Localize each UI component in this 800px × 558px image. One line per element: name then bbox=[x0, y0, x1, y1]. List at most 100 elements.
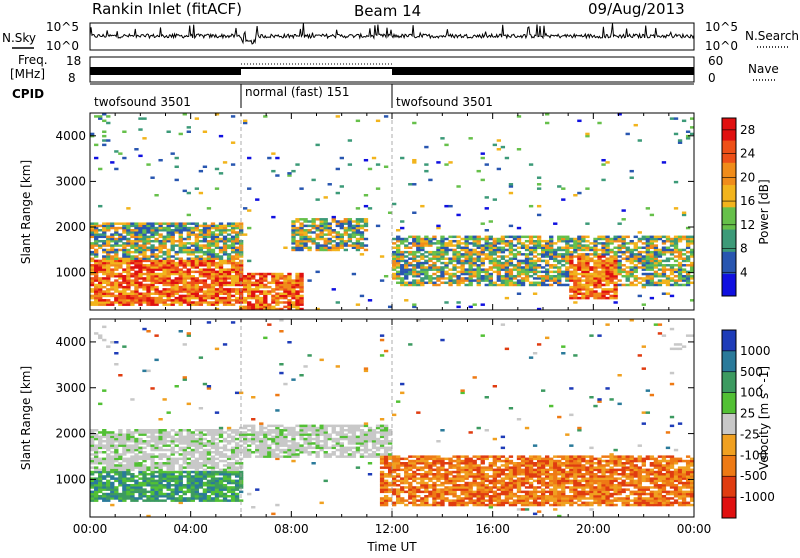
heatmap-cell bbox=[404, 275, 408, 277]
heatmap-cell bbox=[384, 497, 388, 500]
heatmap-cell bbox=[122, 442, 126, 445]
heatmap-cell bbox=[324, 433, 328, 436]
heatmap-cell bbox=[134, 251, 138, 253]
heatmap-cell bbox=[344, 438, 348, 441]
heatmap-cell bbox=[130, 499, 134, 502]
heatmap-cell bbox=[98, 482, 102, 485]
heatmap-cell bbox=[215, 303, 219, 305]
heatmap-cell bbox=[428, 493, 432, 496]
heatmap-cell bbox=[215, 257, 219, 259]
heatmap-cell bbox=[102, 277, 106, 279]
heatmap-cell bbox=[106, 139, 110, 141]
heatmap-cell bbox=[404, 244, 408, 246]
heatmap-cell bbox=[585, 288, 589, 290]
heatmap-cell bbox=[98, 473, 102, 476]
heatmap-cell bbox=[589, 260, 593, 262]
heatmap-cell bbox=[203, 262, 207, 264]
heatmap-cell bbox=[267, 438, 271, 441]
heatmap-cell bbox=[203, 438, 207, 441]
heatmap-cell bbox=[533, 260, 537, 262]
heatmap-cell bbox=[601, 253, 605, 255]
heatmap-cell bbox=[315, 438, 319, 441]
heatmap-cell bbox=[613, 253, 617, 255]
heatmap-cell bbox=[138, 227, 142, 229]
heatmap-cell bbox=[513, 282, 517, 284]
heatmap-cell bbox=[557, 260, 561, 262]
heatmap-cell bbox=[118, 303, 122, 305]
heatmap-cell bbox=[412, 475, 416, 478]
heatmap-cell bbox=[283, 292, 287, 294]
heatmap-cell bbox=[283, 442, 287, 445]
heatmap-cell bbox=[195, 117, 199, 119]
heatmap-cell bbox=[211, 451, 215, 454]
heatmap-cell bbox=[251, 427, 255, 430]
heatmap-cell bbox=[332, 216, 336, 218]
heatmap-cell bbox=[215, 499, 219, 502]
heatmap-cell bbox=[142, 477, 146, 480]
heatmap-cell bbox=[622, 264, 626, 266]
heatmap-cell bbox=[203, 236, 207, 238]
heatmap-cell bbox=[283, 297, 287, 299]
heatmap-cell bbox=[384, 495, 388, 498]
heatmap-cell bbox=[106, 458, 110, 461]
heatmap-cell bbox=[275, 455, 279, 458]
heatmap-cell bbox=[416, 284, 420, 286]
heatmap-cell bbox=[227, 295, 231, 297]
heatmap-cell bbox=[356, 427, 360, 430]
heatmap-cell bbox=[110, 442, 114, 445]
heatmap-cell bbox=[299, 447, 303, 450]
heatmap-cell bbox=[436, 257, 440, 259]
heatmap-cell bbox=[102, 282, 106, 284]
heatmap-cell bbox=[344, 429, 348, 432]
heatmap-cell bbox=[380, 466, 384, 469]
heatmap-cell bbox=[98, 244, 102, 246]
heatmap-cell bbox=[199, 257, 203, 259]
heatmap-cell bbox=[577, 255, 581, 257]
heatmap-cell bbox=[187, 288, 191, 290]
heatmap-cell bbox=[130, 464, 134, 467]
heatmap-cell bbox=[638, 282, 642, 284]
heatmap-cell bbox=[529, 236, 533, 238]
heatmap-cell bbox=[243, 282, 247, 284]
heatmap-cell bbox=[605, 279, 609, 281]
heatmap-cell bbox=[207, 440, 211, 443]
heatmap-cell bbox=[565, 273, 569, 275]
heatmap-cell bbox=[408, 469, 412, 472]
heatmap-cell bbox=[227, 495, 231, 498]
heatmap-cell bbox=[287, 273, 291, 275]
heatmap-cell bbox=[380, 425, 384, 428]
heatmap-cell bbox=[235, 249, 239, 251]
heatmap-cell bbox=[179, 482, 183, 485]
heatmap-cell bbox=[605, 251, 609, 253]
heatmap-cell bbox=[674, 260, 678, 262]
heatmap-cell bbox=[348, 436, 352, 439]
heatmap-cell bbox=[412, 462, 416, 465]
heatmap-cell bbox=[396, 484, 400, 487]
heatmap-cell bbox=[239, 449, 243, 452]
heatmap-cell bbox=[295, 286, 299, 288]
heatmap-cell bbox=[352, 227, 356, 229]
heatmap-cell bbox=[585, 266, 589, 268]
heatmap-cell bbox=[195, 277, 199, 279]
heatmap-cell bbox=[263, 286, 267, 288]
heatmap-cell bbox=[336, 449, 340, 452]
heatmap-cell bbox=[617, 268, 621, 270]
heatmap-cell bbox=[231, 449, 235, 452]
heatmap-cell bbox=[275, 429, 279, 432]
heatmap-cell bbox=[420, 264, 424, 266]
heatmap-cell bbox=[686, 244, 690, 246]
heatmap-cell bbox=[678, 268, 682, 270]
heatmap-cell bbox=[247, 433, 251, 436]
heatmap-cell bbox=[356, 225, 360, 227]
heatmap-cell bbox=[130, 436, 134, 439]
heatmap-cell bbox=[154, 240, 158, 242]
heatmap-cell bbox=[110, 244, 114, 246]
heatmap-cell bbox=[102, 471, 106, 474]
heatmap-cell bbox=[183, 225, 187, 227]
heatmap-cell bbox=[384, 473, 388, 476]
heatmap-cell bbox=[444, 266, 448, 268]
heatmap-cell bbox=[456, 257, 460, 259]
heatmap-cell bbox=[130, 262, 134, 264]
heatmap-cell bbox=[634, 271, 638, 273]
heatmap-cell bbox=[102, 484, 106, 487]
